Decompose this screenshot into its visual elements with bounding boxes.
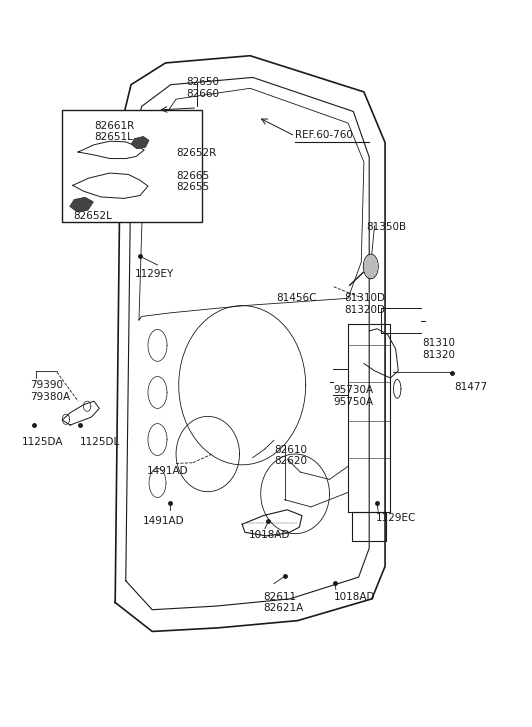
Text: 82611
82621A: 82611 82621A: [263, 592, 304, 614]
Text: 1125DA: 1125DA: [21, 438, 63, 447]
Text: 1129EY: 1129EY: [135, 269, 174, 279]
Text: 82665
82655: 82665 82655: [176, 171, 209, 193]
Text: 81456C: 81456C: [276, 293, 317, 303]
Bar: [62, 110, 203, 222]
Text: 82650
82660: 82650 82660: [186, 78, 219, 99]
Text: 1018AD: 1018AD: [249, 530, 290, 540]
Text: REF.60-760: REF.60-760: [295, 130, 353, 140]
Text: 95730A
95750A: 95730A 95750A: [333, 385, 373, 407]
Text: 1491AD: 1491AD: [147, 466, 188, 476]
Text: 1491AD: 1491AD: [143, 515, 185, 526]
Text: 81350B: 81350B: [367, 222, 406, 233]
Text: 82661R
82651L: 82661R 82651L: [94, 121, 134, 142]
Text: 82652L: 82652L: [73, 212, 112, 222]
Polygon shape: [70, 198, 93, 212]
Text: 81310D
81320D: 81310D 81320D: [344, 293, 385, 315]
Text: 82610
82620: 82610 82620: [274, 445, 307, 466]
Text: 81310
81320: 81310 81320: [422, 338, 455, 360]
Polygon shape: [131, 137, 148, 148]
Text: 82652R: 82652R: [176, 148, 217, 158]
Text: 81477: 81477: [454, 382, 487, 392]
Text: 1125DL: 1125DL: [80, 438, 120, 447]
Polygon shape: [364, 256, 377, 277]
Text: 1129EC: 1129EC: [376, 513, 417, 523]
Text: 1018AD: 1018AD: [334, 592, 375, 602]
Text: 79390
79380A: 79390 79380A: [30, 380, 71, 402]
